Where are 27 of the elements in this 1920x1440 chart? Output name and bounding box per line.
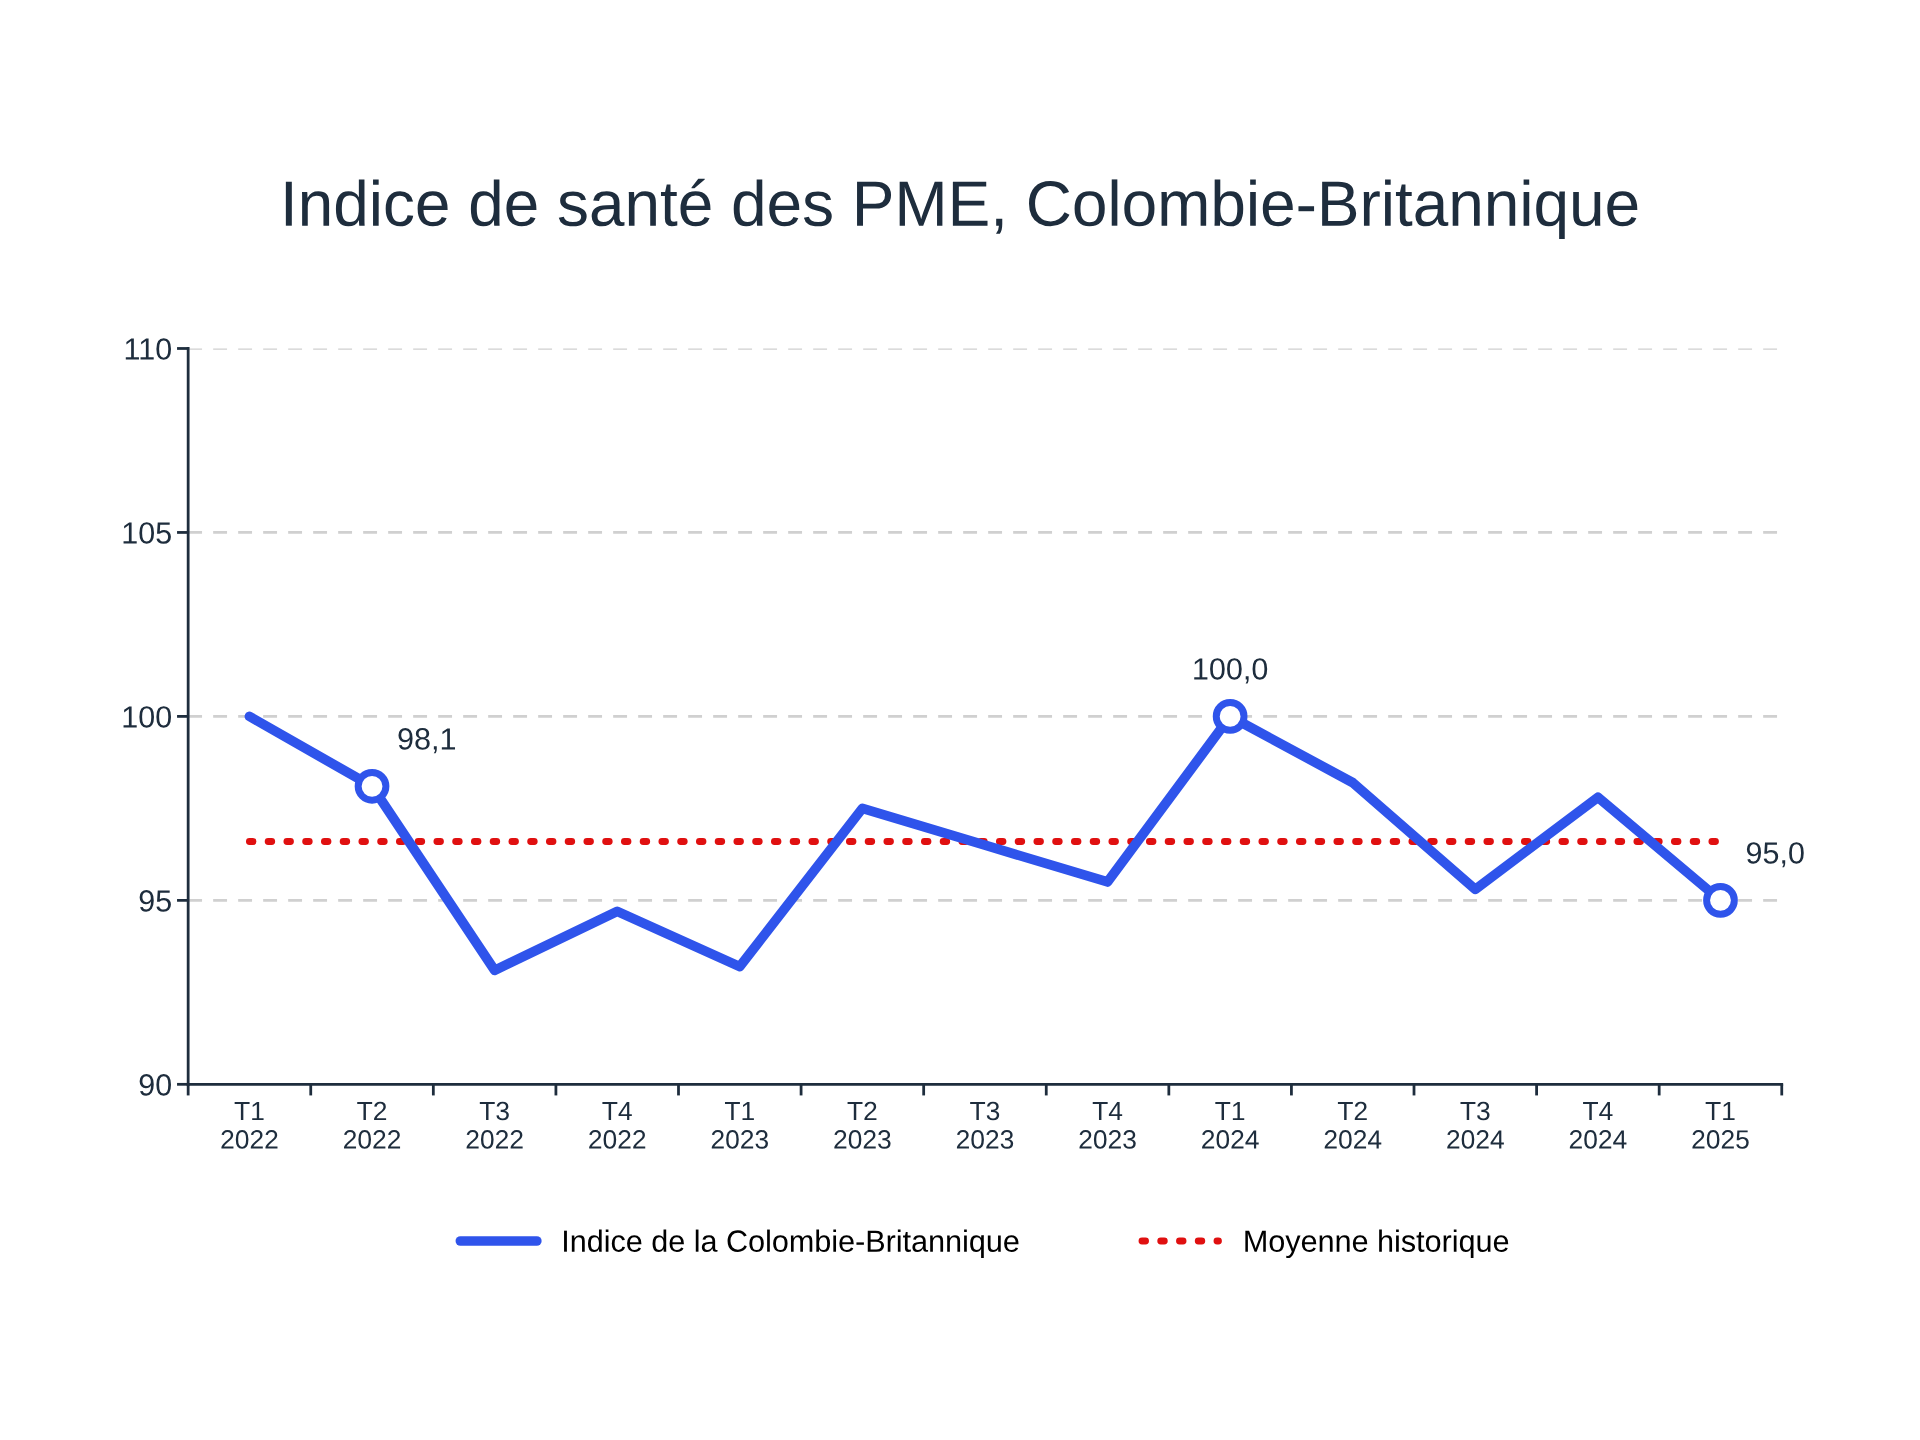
x-tick-label: T3 2022 [466, 1101, 523, 1149]
data-label: 95,0 [1746, 842, 1804, 868]
x-tick-label: T3 2024 [1447, 1101, 1504, 1149]
point [354, 768, 390, 804]
y-tick-label: 105 [123, 522, 171, 544]
y-tick-label: 110 [125, 338, 171, 360]
chart-title: Indice de santé des PME, Colombie-Britannique [285, 178, 1638, 239]
legend-label: Moyenne historique [1245, 1229, 1509, 1259]
x-tick-label: T2 2023 [834, 1101, 891, 1149]
data-label: 98,1 [398, 728, 456, 754]
y-tick-label: 95 [139, 890, 171, 912]
x-tick-label: T1 2022 [221, 1101, 278, 1149]
x-tick-label: T1 2023 [711, 1101, 768, 1149]
x-tick-label: T2 2024 [1324, 1101, 1382, 1149]
x-tick-label: T3 2023 [956, 1101, 1014, 1149]
data-label: 100,0 [1194, 658, 1268, 684]
x-tick-label: T1 2024 [1202, 1101, 1259, 1149]
y-tick-label: 90 [139, 1074, 171, 1096]
y-tick-label: 100 [123, 706, 171, 728]
point [1703, 883, 1738, 918]
x-tick-label: T4 2024 [1569, 1101, 1627, 1149]
legend-label: Indice de la Colombie-Britannique [564, 1229, 1019, 1259]
point [1212, 699, 1248, 734]
x-tick-label: T1 2025 [1692, 1101, 1749, 1149]
x-tick-label: T2 2022 [344, 1101, 401, 1149]
x-tick-label: T4 2023 [1079, 1101, 1136, 1149]
x-tick-label: T4 2022 [589, 1101, 646, 1149]
